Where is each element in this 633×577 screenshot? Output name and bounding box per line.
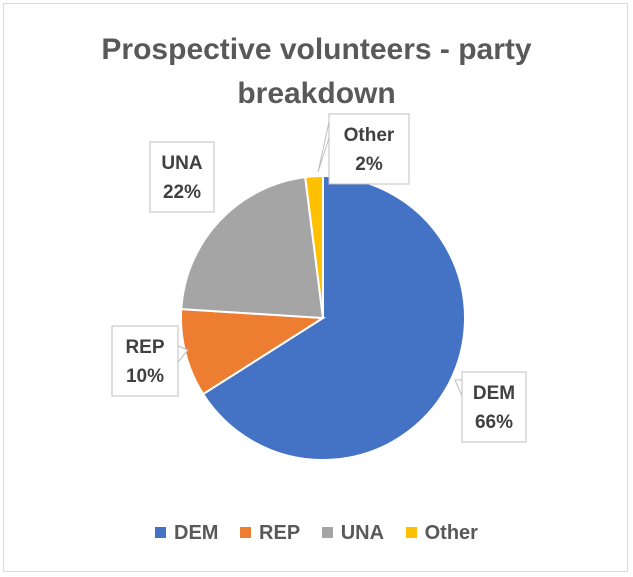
data-label-rep: REP 10% xyxy=(111,325,189,397)
chart-legend: DEM REP UNA Other xyxy=(0,522,633,545)
data-label-category: Other xyxy=(344,125,395,146)
legend-swatch-dem xyxy=(155,527,167,538)
legend-label-rep: REP xyxy=(259,522,301,544)
data-label-box xyxy=(461,371,527,443)
chart-title: Prospective volunteers - party breakdown xyxy=(0,28,633,116)
legend-swatch-other xyxy=(405,527,417,538)
legend-item-other: Other xyxy=(405,522,478,545)
pie-slice-other xyxy=(304,174,324,319)
legend-item-dem: DEM xyxy=(155,522,218,545)
legend-label-other: Other xyxy=(424,522,478,544)
data-label-box xyxy=(149,141,215,213)
data-label-percent: 66% xyxy=(475,412,513,433)
data-label-una: UNA 22% xyxy=(149,141,215,213)
data-label-pointer xyxy=(454,379,463,397)
pie-slice-dem xyxy=(201,174,466,461)
data-label-other: Other 2% xyxy=(317,113,410,185)
data-label-category: REP xyxy=(125,337,164,358)
data-label-category: UNA xyxy=(161,153,202,174)
legend-label-dem: DEM xyxy=(174,522,219,544)
legend-item-una: UNA xyxy=(321,522,385,545)
legend-swatch-rep xyxy=(240,527,252,538)
data-label-percent: 10% xyxy=(126,366,164,387)
data-label-box xyxy=(111,325,179,397)
legend-label-una: UNA xyxy=(340,522,385,544)
legend-swatch-una xyxy=(321,527,333,538)
legend-item-rep: REP xyxy=(240,522,300,545)
data-label-dem: DEM 66% xyxy=(454,371,527,443)
chart-title-line-2: breakdown xyxy=(237,77,396,110)
data-label-percent: 2% xyxy=(355,154,383,175)
data-label-pointer xyxy=(177,345,189,363)
pie-slice-una xyxy=(180,176,325,320)
data-label-box xyxy=(328,113,410,185)
chart-title-line-1: Prospective volunteers - party xyxy=(101,33,532,66)
data-label-pointer xyxy=(317,121,330,173)
data-label-percent: 22% xyxy=(163,182,201,203)
data-label-category: DEM xyxy=(473,383,515,404)
